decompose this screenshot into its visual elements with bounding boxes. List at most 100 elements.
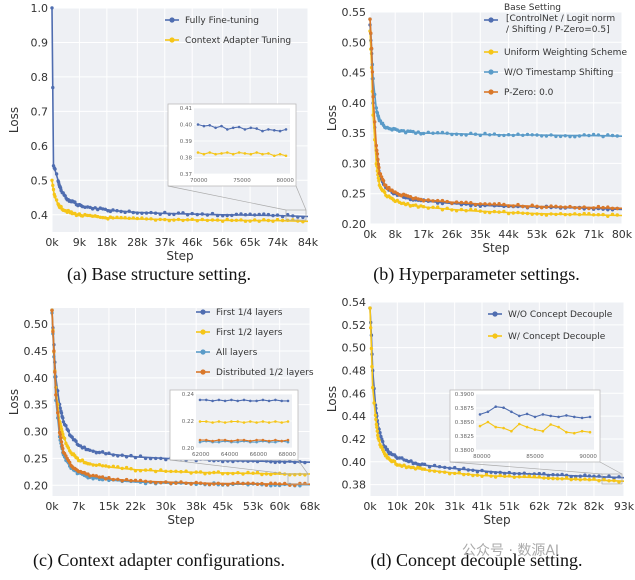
data-point — [596, 213, 601, 217]
data-point — [74, 439, 78, 443]
data-point — [507, 470, 511, 475]
data-point — [198, 470, 203, 474]
y-tick-label: 0.46 — [342, 387, 367, 400]
data-point — [164, 457, 168, 462]
data-point — [221, 219, 225, 223]
data-point — [546, 476, 551, 480]
data-point — [374, 143, 378, 148]
y-tick-label: 0.7 — [31, 105, 49, 118]
data-point — [448, 466, 452, 470]
x-tick-label: 62k — [555, 228, 576, 241]
y-axis-label: Loss — [7, 107, 21, 133]
data-point — [61, 416, 65, 420]
y-tick-label: 0.40 — [24, 372, 49, 385]
inset-data-point — [541, 429, 545, 433]
inset-data-point — [525, 412, 529, 416]
data-point — [419, 132, 423, 136]
data-point — [577, 206, 582, 210]
data-point — [163, 217, 167, 222]
inset-data-point — [231, 152, 235, 156]
inset-data-point — [280, 421, 284, 424]
inset-x-tick-label: 70000 — [190, 178, 208, 184]
x-tick-label: 0k — [363, 500, 377, 513]
data-point — [283, 481, 287, 486]
data-point — [54, 172, 59, 176]
inset-data-point — [198, 438, 202, 442]
inset-x-tick-label: 80000 — [473, 454, 491, 460]
x-tick-label: 15k — [99, 500, 120, 513]
x-tick-label: 8k — [389, 228, 403, 241]
x-axis-label: Step — [167, 513, 194, 527]
data-point — [54, 198, 59, 202]
data-point — [489, 474, 493, 478]
data-point — [61, 432, 65, 436]
data-point — [116, 454, 120, 458]
data-point — [248, 219, 252, 223]
inset-data-point — [236, 420, 239, 423]
inset-data-point — [573, 431, 576, 435]
data-point — [85, 205, 90, 209]
inset-series-line — [197, 123, 287, 132]
data-point — [443, 470, 447, 474]
data-point — [544, 134, 549, 138]
data-point — [383, 445, 388, 449]
caption-c: (c) Context adapter configurations. — [33, 550, 285, 570]
data-point — [169, 481, 173, 486]
inset-x-tick-label: 85000 — [526, 454, 544, 460]
data-point — [466, 472, 470, 476]
data-point — [596, 204, 601, 209]
data-point — [587, 206, 591, 211]
data-point — [200, 212, 204, 216]
data-point — [601, 205, 605, 210]
data-point — [480, 474, 484, 478]
data-point — [414, 196, 418, 200]
data-point — [408, 129, 413, 133]
inset-data-point — [274, 420, 277, 423]
data-point — [107, 476, 111, 480]
data-point — [215, 218, 220, 222]
data-point — [271, 213, 275, 218]
data-point — [406, 194, 410, 198]
data-point — [56, 411, 60, 415]
data-point — [293, 473, 297, 477]
data-point — [497, 210, 501, 214]
data-point — [231, 481, 235, 486]
data-point — [246, 470, 250, 475]
inset-data-point — [202, 152, 206, 156]
data-point — [88, 474, 92, 478]
x-tick-label: 80k — [612, 228, 633, 241]
x-tick-label: 35k — [470, 228, 491, 241]
y-tick-label: 0.4 — [31, 209, 49, 222]
x-tick-label: 53k — [243, 500, 264, 513]
legend-marker — [200, 369, 206, 375]
data-point — [64, 441, 68, 446]
x-tick-label: 60k — [269, 500, 290, 513]
data-point — [411, 129, 415, 134]
data-point — [478, 202, 482, 206]
legend-marker — [488, 89, 494, 95]
data-point — [377, 165, 381, 170]
inset-data-point — [243, 152, 247, 155]
data-point — [269, 481, 273, 485]
legend-label: Base Setting — [504, 3, 561, 13]
data-point — [478, 209, 482, 213]
data-point — [432, 469, 437, 473]
inset-data-point — [243, 128, 247, 131]
data-point — [377, 438, 381, 443]
data-point — [591, 206, 596, 210]
x-tick-label: 37k — [155, 236, 176, 249]
x-tick-label: 31k — [444, 500, 465, 513]
data-point — [497, 133, 501, 138]
data-point — [269, 484, 273, 488]
data-point — [573, 212, 577, 216]
data-point — [221, 459, 225, 464]
y-tick-label: 0.40 — [342, 97, 367, 110]
data-point — [502, 202, 506, 207]
data-point — [596, 133, 601, 137]
data-point — [450, 208, 454, 212]
data-point — [184, 469, 188, 473]
inset-y-tick-label: 0.3900 — [455, 392, 475, 398]
data-point — [163, 210, 167, 215]
data-point — [129, 453, 133, 458]
